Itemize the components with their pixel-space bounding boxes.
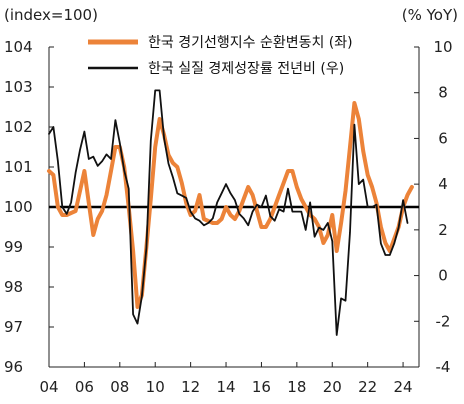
x-tick-label: 22 (358, 378, 377, 396)
x-tick-label: 06 (75, 378, 94, 396)
x-tick-label: 20 (323, 378, 342, 396)
series-line-leading-index (47, 101, 414, 309)
x-tick-label: 18 (287, 378, 306, 396)
left-y-tick-label: 103 (4, 78, 33, 96)
left-y-tick-label: 100 (4, 198, 33, 216)
left-y-tick-label: 104 (4, 38, 33, 56)
right-y-tick-label: 0 (438, 267, 448, 285)
x-tick-label: 14 (216, 378, 235, 396)
x-tick-label: 12 (181, 378, 200, 396)
left-y-tick-label: 101 (4, 158, 33, 176)
right-y-tick-label: 2 (438, 221, 448, 239)
left-y-tick-label: 98 (4, 278, 23, 296)
right-y-tick-label: 10 (433, 38, 452, 56)
right-axis-unit-label: (% YoY) (402, 6, 458, 24)
left-y-tick-label: 96 (4, 358, 23, 376)
left-y-tick-label: 99 (4, 238, 23, 256)
right-y-tick-label: -4 (436, 358, 451, 376)
left-y-tick-label: 102 (4, 118, 33, 136)
x-tick-label: 10 (146, 378, 165, 396)
left-axis-unit-label: (index=100) (4, 6, 98, 24)
series-line-gdp-growth (48, 89, 409, 336)
right-y-tick-label: 6 (438, 129, 448, 147)
legend-label-gdp-growth: 한국 실질 경제성장률 전년비 (우) (148, 61, 344, 77)
x-tick-label: 16 (252, 378, 271, 396)
legend-label-leading-index: 한국 경기선행지수 순환변동치 (좌) (148, 35, 353, 51)
x-tick-label: 04 (39, 378, 58, 396)
right-y-tick-label: -2 (436, 312, 451, 330)
right-y-tick-label: 4 (438, 175, 448, 193)
left-y-tick-label: 97 (4, 318, 23, 336)
series-layer (47, 89, 414, 336)
right-y-tick-label: 8 (438, 84, 448, 102)
x-tick-label: 24 (394, 378, 413, 396)
x-tick-label: 08 (110, 378, 129, 396)
legend: 한국 경기선행지수 순환변동치 (좌) 한국 실질 경제성장률 전년비 (우) (88, 35, 353, 77)
